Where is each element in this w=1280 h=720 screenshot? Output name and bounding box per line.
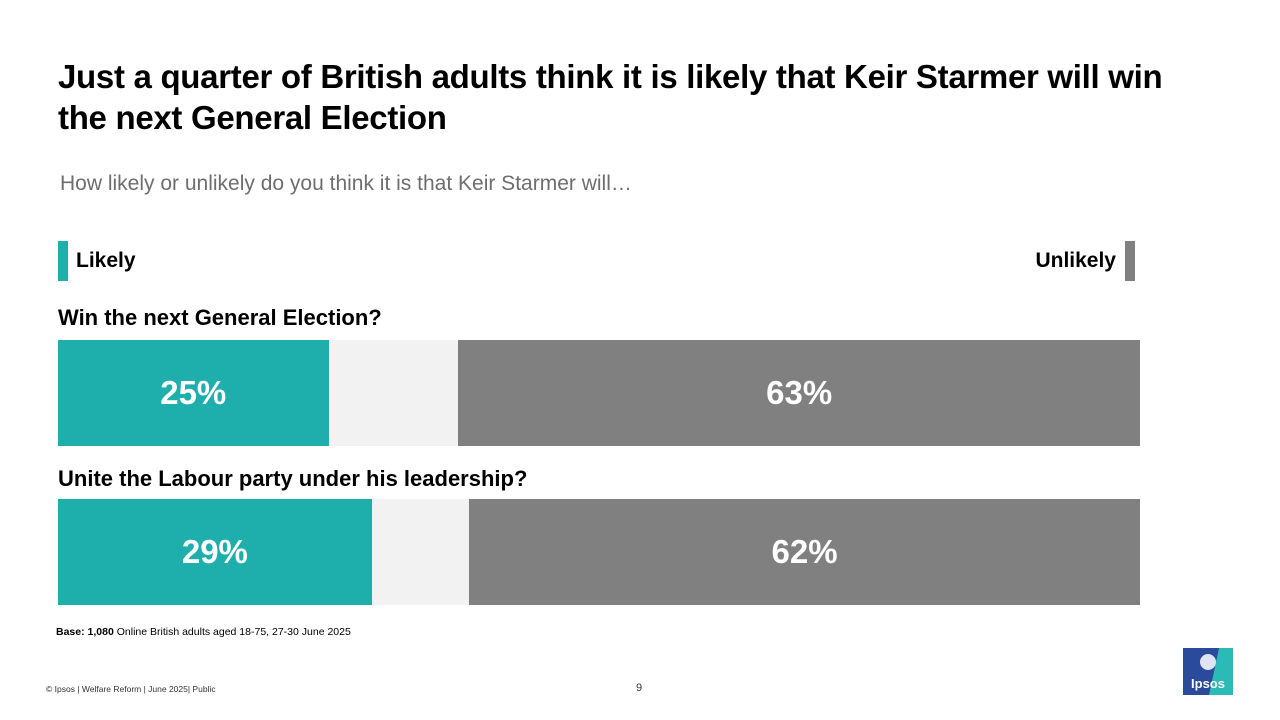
legend-label-unlikely: Unlikely (1035, 249, 1116, 272)
legend-unlikely: Unlikely (1035, 241, 1135, 281)
data-label-likely: 25% (160, 374, 227, 411)
legend-label-likely: Likely (76, 249, 136, 272)
bar-segment-likely: 25% (58, 340, 329, 446)
category-label-win-election: Win the next General Election? (58, 305, 382, 330)
legend-likely: Likely (58, 241, 136, 281)
bar-segment-unlikely: 62% (469, 499, 1140, 605)
data-label-unlikely: 63% (766, 374, 833, 411)
logo-text: Ipsos (1191, 676, 1225, 691)
footer-text: © Ipsos | Welfare Reform | June 2025| Pu… (46, 684, 216, 694)
legend-swatch-unlikely (1125, 241, 1135, 281)
page-number: 9 (636, 682, 643, 694)
bar-row-unite-party: 29% 62% (58, 499, 1140, 605)
ipsos-logo: Ipsos (1183, 648, 1233, 695)
data-label-unlikely: 62% (771, 533, 838, 570)
page-title: Just a quarter of British adults think i… (58, 58, 1163, 136)
base-note: Base: 1,080 Online British adults aged 1… (56, 626, 351, 638)
logo-mark (1200, 654, 1216, 670)
logo-accent (1209, 648, 1233, 695)
bar-segment-likely: 29% (58, 499, 372, 605)
base-label: Base: (56, 626, 85, 638)
bar-segment-other (328, 340, 459, 446)
data-label-likely: 29% (181, 533, 248, 570)
question-subtitle: How likely or unlikely do you think it i… (60, 172, 632, 195)
base-description: Online British adults aged 18-75, 27-30 … (116, 626, 351, 638)
category-label-unite-party: Unite the Labour party under his leaders… (58, 466, 528, 491)
legend-swatch-likely (58, 241, 68, 281)
base-count: 1,080 (87, 626, 114, 638)
bar-segment-unlikely: 63% (458, 340, 1140, 446)
bar-segment-other (371, 499, 470, 605)
bar-row-win-election: 25% 63% (58, 340, 1140, 446)
